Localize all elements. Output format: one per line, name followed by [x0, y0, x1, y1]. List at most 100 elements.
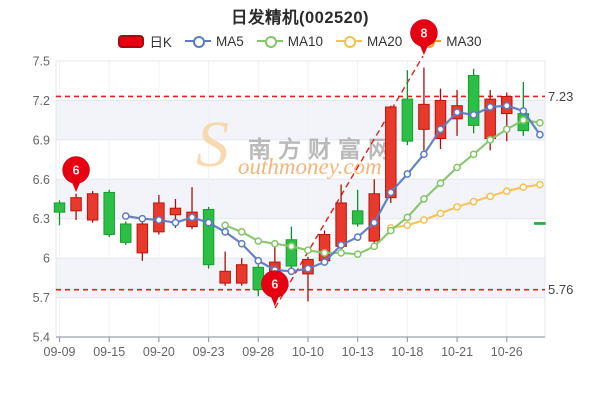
- y-tick-label: 6.9: [33, 133, 50, 147]
- band: [56, 100, 545, 140]
- ma10-marker: [221, 221, 229, 230]
- ma5-line-icon: [184, 36, 211, 48]
- ma5-marker: [536, 130, 544, 139]
- candle-down[interactable]: [351, 189, 364, 227]
- ma10-marker: [320, 249, 329, 257]
- ma20-line-icon: [336, 36, 362, 48]
- candle-body: [235, 264, 248, 284]
- page-title: 日发精机(002520): [230, 9, 370, 27]
- x-tick-label: 09-20: [143, 345, 175, 359]
- ma10-marker: [386, 226, 395, 235]
- candle-body: [120, 223, 132, 243]
- ma10-marker: [254, 237, 263, 245]
- candle-up[interactable]: [501, 92, 513, 142]
- y-tick-label: 7.5: [33, 55, 50, 69]
- ma5-marker: [370, 218, 379, 227]
- ma20-marker: [436, 209, 445, 218]
- pin-label: 8: [420, 27, 427, 41]
- legend-label: MA20: [367, 33, 403, 49]
- ma5-marker: [486, 103, 495, 111]
- ma10-marker: [403, 213, 412, 222]
- x-tick-label: 09-28: [242, 345, 274, 359]
- ma10-marker: [420, 195, 428, 203]
- ma20-marker: [420, 216, 428, 224]
- candle-up[interactable]: [368, 179, 380, 244]
- candle-body: [335, 202, 347, 247]
- candle-down[interactable]: [534, 222, 546, 225]
- ma10-marker: [536, 118, 544, 127]
- candle-up[interactable]: [418, 67, 430, 151]
- candle-swatch-icon: [118, 34, 145, 48]
- pin-label: 6: [271, 278, 278, 292]
- candle-body: [202, 209, 215, 266]
- pin-bubble: [261, 270, 289, 298]
- candle-up[interactable]: [70, 193, 82, 221]
- ma10-marker: [370, 242, 379, 251]
- x-tick-label: 10-13: [342, 345, 374, 359]
- legend-item-ma10[interactable]: MA10: [256, 33, 323, 49]
- x-tick-label: 10-18: [391, 345, 423, 359]
- candle-up[interactable]: [219, 251, 231, 286]
- ma10-marker: [453, 163, 461, 172]
- candle-down[interactable]: [53, 200, 66, 226]
- x-tick-label: 09-09: [44, 345, 76, 359]
- candle-up[interactable]: [302, 256, 314, 302]
- candle-up[interactable]: [235, 258, 248, 286]
- candle-down[interactable]: [120, 221, 132, 245]
- candle-body: [169, 207, 182, 216]
- candle-up[interactable]: [136, 218, 149, 261]
- x-tick-label: 10-10: [292, 345, 324, 359]
- ma5-marker: [254, 256, 263, 265]
- x-tick-label: 10-26: [491, 345, 523, 359]
- candle-down[interactable]: [103, 189, 115, 238]
- x-tick-label: 10-21: [441, 345, 473, 359]
- y-tick-label: 6: [43, 252, 50, 266]
- ma5-marker: [320, 258, 329, 266]
- candle-up[interactable]: [335, 184, 347, 249]
- legend-label: 日K: [149, 35, 172, 50]
- candle-up[interactable]: [153, 195, 165, 235]
- pin-label: 6: [73, 164, 80, 178]
- y-tick-label: 6.3: [33, 212, 50, 226]
- legend-item-ma20[interactable]: MA20: [336, 34, 402, 49]
- candle-body: [385, 106, 397, 199]
- candle-body: [103, 191, 115, 235]
- pin-bubble: [62, 156, 90, 184]
- candle-up[interactable]: [86, 191, 99, 223]
- candle-up[interactable]: [434, 88, 447, 150]
- legend-item-ma5[interactable]: MA5: [184, 34, 244, 49]
- candle-body: [467, 74, 480, 126]
- legend-item-rik[interactable]: 日K: [118, 31, 172, 51]
- ma5-marker: [386, 188, 395, 197]
- candle-body: [86, 193, 99, 221]
- pin-marker: 6: [261, 270, 289, 306]
- candle-body: [401, 98, 414, 142]
- legend-label: MA10: [287, 33, 323, 49]
- y-tick-label: 7.2: [33, 94, 50, 108]
- pin-marker: 6: [62, 156, 90, 192]
- ma20-line: [386, 180, 544, 232]
- ma5-marker: [204, 218, 213, 227]
- ma5-marker: [453, 108, 461, 117]
- pin-marker: 8: [410, 19, 438, 55]
- ma5-marker: [287, 267, 296, 276]
- ma10-marker: [287, 242, 296, 251]
- ma20-path: [390, 183, 541, 230]
- candle-up[interactable]: [385, 105, 397, 203]
- ma20-marker: [502, 187, 511, 195]
- ma5-marker: [138, 214, 147, 223]
- ma5-marker: [155, 216, 163, 224]
- ma10-marker: [502, 125, 511, 134]
- ma10-marker: [337, 249, 345, 257]
- ma5-path: [125, 104, 541, 273]
- candle-down[interactable]: [467, 68, 480, 134]
- x-tick-label: 09-23: [193, 345, 225, 359]
- ma5-marker: [121, 212, 130, 220]
- candle-down[interactable]: [401, 70, 414, 146]
- candle-up[interactable]: [186, 187, 198, 230]
- candle-body: [219, 270, 231, 284]
- candle-down[interactable]: [202, 206, 215, 269]
- ma5-marker: [502, 101, 511, 110]
